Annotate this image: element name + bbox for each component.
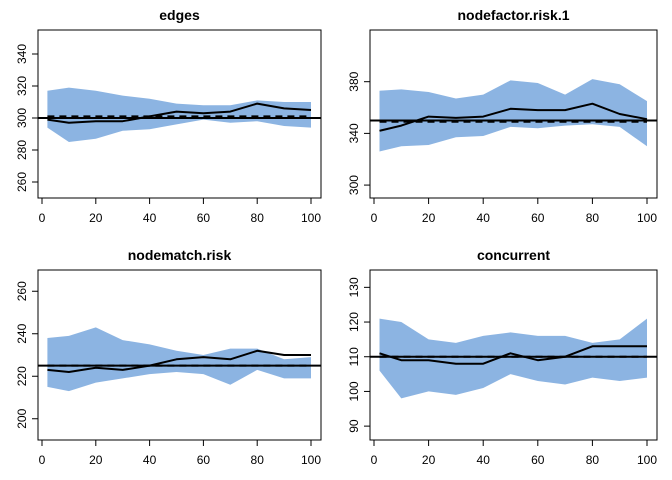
y-tick-label: 380 [347, 71, 361, 91]
x-tick-label: 40 [477, 211, 491, 225]
x-tick-label: 0 [371, 211, 378, 225]
x-tick-label: 60 [531, 211, 545, 225]
x-tick-label: 40 [143, 211, 157, 225]
y-tick-label: 260 [15, 281, 29, 301]
x-tick-label: 80 [251, 453, 265, 467]
y-tick-label: 340 [15, 44, 29, 64]
confidence-band [379, 318, 647, 399]
x-tick-label: 80 [251, 211, 265, 225]
confidence-band [47, 87, 312, 142]
y-tick-label: 120 [347, 312, 361, 332]
plot-frame [369, 269, 658, 441]
y-tick-label: 300 [15, 108, 29, 128]
x-tick-label: 40 [143, 453, 157, 467]
panel-2: nodefactor.risk.1 0 20 40 60 80 100 300 340 380 [347, 7, 658, 225]
plot-frame [369, 29, 658, 199]
x-tick-label: 20 [89, 211, 103, 225]
plot-frame [37, 29, 322, 199]
y-tick-label: 220 [15, 366, 29, 386]
x-tick-label: 20 [89, 453, 103, 467]
panel-title: nodefactor.risk.1 [457, 7, 569, 23]
x-tick-label: 20 [422, 211, 436, 225]
confidence-band [379, 79, 647, 152]
plot-area [38, 87, 321, 142]
x-tick-label: 80 [586, 453, 600, 467]
x-tick-label: 100 [637, 211, 657, 225]
y-tick-label: 340 [347, 123, 361, 143]
y-tick-label: 110 [347, 347, 361, 366]
x-tick-label: 60 [531, 453, 545, 467]
x-tick-label: 80 [586, 211, 600, 225]
panel-title: concurrent [477, 247, 550, 263]
x-tick-label: 0 [39, 211, 46, 225]
x-tick-label: 60 [197, 211, 211, 225]
y-tick-label: 200 [15, 408, 29, 428]
x-tick-label: 100 [301, 211, 321, 225]
panel-1: edges 0 20 40 60 80 100 260 280 300 320 340 [15, 7, 322, 225]
y-tick-label: 280 [15, 140, 29, 160]
plot-frame [37, 269, 322, 441]
panel-3: nodematch.risk 0 20 40 60 80 100 200 220 240 260 [15, 247, 322, 467]
simulation-line [47, 349, 311, 373]
plot-area [370, 79, 657, 152]
x-tick-label: 0 [39, 453, 46, 467]
plot-area [370, 318, 657, 399]
panel-4: concurrent 0 20 40 60 80 100 90 100 110 120 130 [347, 247, 658, 467]
y-tick-label: 130 [347, 277, 361, 297]
plot-area [38, 327, 321, 392]
simulation-line [379, 345, 647, 365]
panel-title: edges [159, 7, 200, 23]
y-tick-label: 260 [15, 172, 29, 192]
simulation-line [47, 102, 312, 124]
simulation-line [379, 102, 648, 132]
y-tick-label: 300 [347, 175, 361, 195]
x-tick-label: 100 [637, 453, 657, 467]
panel-title: nodematch.risk [128, 247, 232, 263]
x-tick-label: 60 [197, 453, 211, 467]
x-tick-label: 40 [477, 453, 491, 467]
y-tick-label: 240 [15, 323, 29, 343]
y-tick-label: 90 [347, 419, 361, 433]
x-tick-label: 20 [422, 453, 436, 467]
x-tick-label: 100 [301, 453, 321, 467]
y-tick-label: 100 [347, 381, 361, 401]
y-tick-label: 320 [15, 76, 29, 96]
x-tick-label: 0 [371, 453, 378, 467]
